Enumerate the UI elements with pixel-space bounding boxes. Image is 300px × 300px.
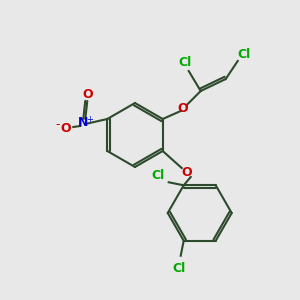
Text: Cl: Cl [151, 169, 164, 182]
Text: O: O [60, 122, 70, 136]
Text: -: - [55, 118, 59, 131]
Text: N: N [78, 116, 88, 130]
Text: O: O [82, 88, 93, 100]
Text: +: + [86, 115, 93, 124]
Text: O: O [177, 103, 188, 116]
Text: O: O [182, 167, 192, 179]
Text: Cl: Cl [172, 262, 185, 275]
Text: Cl: Cl [237, 49, 250, 62]
Text: Cl: Cl [178, 56, 191, 70]
